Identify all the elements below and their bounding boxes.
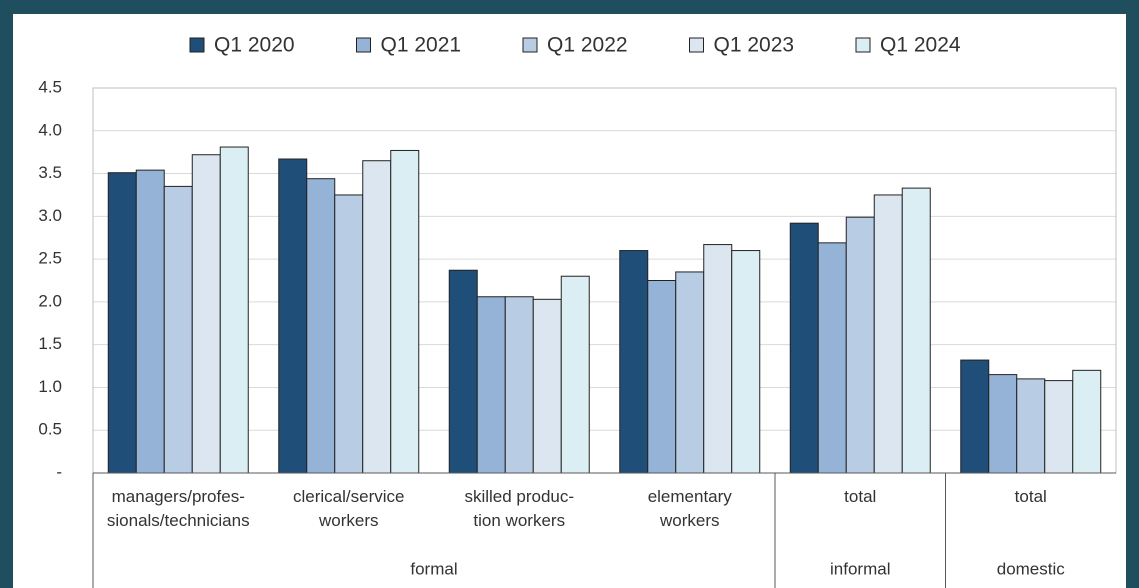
y-tick-label: 0.5 [38, 420, 62, 439]
bar [901, 187, 931, 474]
bar [334, 194, 364, 474]
bar [219, 146, 249, 474]
bar [619, 250, 649, 474]
bar [845, 216, 875, 474]
bar [560, 275, 590, 474]
y-tick-label: 1.5 [38, 334, 62, 353]
legend-label: Q1 2020 [214, 34, 295, 57]
legend-swatch [855, 37, 871, 53]
y-tick-label: 2.5 [38, 249, 62, 268]
bar [1044, 380, 1074, 474]
bar [278, 158, 308, 474]
legend-label: Q1 2021 [381, 34, 462, 57]
group-label: informal [830, 559, 890, 578]
legend-swatch [522, 37, 538, 53]
bar [504, 296, 534, 474]
group-label: domestic [997, 559, 1066, 578]
bar [675, 271, 705, 474]
x-tick-line: tion workers [473, 511, 565, 530]
bar [362, 160, 392, 474]
bar [448, 269, 478, 474]
bar [873, 194, 903, 474]
bar [1016, 378, 1046, 474]
legend-label: Q1 2024 [880, 34, 961, 57]
bar [647, 280, 677, 474]
bar [532, 298, 562, 474]
bar [988, 374, 1018, 474]
bar [163, 185, 193, 474]
y-tick-label: 3.0 [38, 206, 62, 225]
bar [789, 222, 819, 474]
x-tick-label: skilled produc-tion workers [464, 487, 574, 530]
legend-swatch [689, 37, 704, 53]
y-tick-label: 4.5 [38, 77, 62, 96]
x-tick-line: elementary [648, 487, 733, 506]
legend-label: Q1 2022 [547, 34, 628, 57]
bar [306, 178, 336, 474]
bar [817, 242, 847, 474]
bar [390, 149, 420, 474]
legend-swatch [189, 37, 205, 53]
x-tick-line: skilled produc- [464, 487, 574, 506]
x-tick-label: managers/profes-sionals/technicians [107, 487, 250, 530]
group-label: formal [410, 559, 457, 578]
y-tick-label: - [56, 462, 62, 481]
bar [191, 154, 221, 474]
x-tick-label: total [844, 487, 876, 506]
x-tick-label: total [1015, 487, 1047, 506]
x-tick-line: total [844, 487, 876, 506]
bar [731, 250, 761, 474]
x-tick-label: elementary workers [648, 487, 733, 530]
legend-swatch [356, 37, 371, 53]
x-tick-line: workers [659, 511, 720, 530]
y-tick-label: 2.0 [38, 291, 62, 310]
bar [960, 359, 990, 474]
bar [1072, 369, 1102, 474]
y-tick-label: 1.0 [38, 377, 62, 396]
bar [703, 244, 733, 474]
bar [107, 172, 137, 474]
x-tick-line: clerical/service [293, 487, 404, 506]
x-tick-label: clerical/service workers [293, 487, 404, 530]
bar [135, 169, 165, 474]
x-tick-line: workers [318, 511, 379, 530]
x-tick-line: total [1015, 487, 1047, 506]
x-tick-line: managers/profes- [112, 487, 245, 506]
y-tick-label: 4.0 [38, 120, 62, 139]
x-tick-line: sionals/technicians [107, 511, 250, 530]
legend-label: Q1 2023 [714, 34, 795, 57]
bar [476, 296, 506, 474]
y-tick-label: 3.5 [38, 163, 62, 182]
legend: Q1 2020 Q1 2021 Q1 2022 Q1 2023 Q1 2024 [189, 34, 961, 57]
